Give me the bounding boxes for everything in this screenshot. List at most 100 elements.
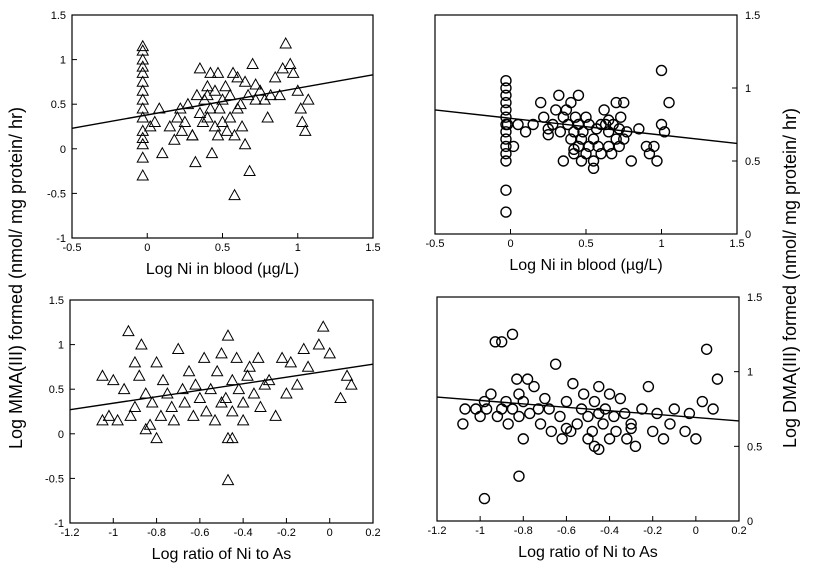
- data-point-circle: [572, 89, 585, 102]
- data-point-triangle: [167, 133, 181, 145]
- data-point-triangle: [135, 338, 148, 350]
- data-point-circle: [598, 104, 610, 116]
- data-point-triangle: [312, 338, 326, 350]
- data-point-circle: [513, 470, 525, 482]
- y-tick-label: 0.5: [745, 156, 760, 168]
- data-point-triangle: [225, 373, 239, 386]
- x-tick-label: 0.2: [731, 525, 746, 537]
- data-point-circle: [513, 410, 525, 423]
- data-point-triangle: [232, 382, 246, 395]
- data-point-circle: [535, 96, 547, 109]
- data-point-triangle: [261, 111, 274, 123]
- data-point-circle: [618, 96, 630, 109]
- x-tick-label: 1.5: [729, 238, 744, 250]
- data-point-circle: [610, 133, 622, 145]
- data-point-circle: [621, 126, 633, 138]
- y-tick-label: 0: [60, 144, 66, 156]
- x-tick-label: -0.6: [190, 527, 209, 539]
- data-point-circle: [512, 118, 524, 131]
- data-point-circle: [586, 425, 599, 438]
- data-point-triangle: [273, 88, 287, 101]
- data-point-circle: [500, 74, 512, 87]
- data-point-circle: [582, 410, 594, 423]
- data-point-circle: [664, 418, 676, 430]
- data-point-triangle: [254, 400, 267, 412]
- data-point-circle: [658, 126, 671, 138]
- data-point-triangle: [171, 342, 185, 354]
- data-point-triangle: [150, 355, 163, 368]
- data-point-triangle: [238, 137, 252, 150]
- data-point-triangle: [225, 404, 239, 417]
- x-tick-label: -1.2: [61, 527, 80, 539]
- data-point-circle: [707, 403, 719, 415]
- data-point-triangle: [117, 382, 131, 395]
- data-point-circle: [500, 96, 512, 109]
- data-point-triangle: [205, 146, 219, 159]
- data-point-triangle: [178, 115, 192, 127]
- x-axis-label: Log Ni in blood (µg/L): [509, 257, 662, 274]
- data-point-circle: [657, 433, 670, 445]
- data-point-triangle: [182, 364, 196, 377]
- y-tick-label: 0: [58, 429, 64, 441]
- data-point-triangle: [228, 128, 241, 141]
- data-point-circle: [580, 147, 592, 160]
- data-point-triangle: [204, 66, 217, 78]
- y-tick-label: 0.5: [49, 384, 64, 396]
- y-tick-label: 0: [747, 516, 753, 528]
- data-point-triangle: [235, 119, 249, 132]
- data-point-triangle: [241, 369, 254, 381]
- data-point-triangle: [291, 84, 305, 96]
- data-point-triangle: [193, 106, 207, 119]
- data-point-circle: [610, 96, 622, 109]
- data-point-circle: [690, 433, 702, 445]
- data-point-triangle: [236, 396, 250, 408]
- data-point-triangle: [210, 364, 224, 377]
- data-point-circle: [500, 104, 512, 116]
- data-point-triangle: [246, 57, 259, 69]
- data-point-circle: [568, 143, 580, 156]
- data-point-circle: [608, 410, 620, 423]
- data-point-circle: [511, 373, 523, 385]
- x-tick-label: 1: [658, 238, 664, 250]
- y-axis-label-right: Log DMA(III) formed (nmol/ mg protein/ h…: [780, 108, 800, 448]
- data-point-circle: [618, 133, 630, 145]
- data-point-circle: [519, 126, 532, 138]
- data-point-triangle: [106, 373, 120, 386]
- y-tick-label: 0.5: [51, 99, 66, 111]
- x-tick-label: -0.8: [147, 527, 166, 539]
- data-point-triangle: [345, 378, 358, 390]
- data-point-triangle: [226, 66, 240, 78]
- data-point-triangle: [275, 351, 289, 363]
- data-point-circle: [554, 126, 567, 138]
- data-point-circle: [603, 388, 616, 400]
- data-point-circle: [636, 403, 648, 415]
- y-tick-label: 1: [747, 367, 753, 379]
- x-tick-label: 0.5: [215, 242, 230, 254]
- data-point-triangle: [181, 97, 195, 110]
- data-point-triangle: [249, 78, 262, 90]
- y-axis-label-left: Log MMA(III) formed (nmol/ mg protein/ h…: [6, 107, 26, 449]
- data-point-circle: [528, 380, 540, 393]
- data-point-triangle: [150, 431, 163, 444]
- data-point-triangle: [280, 387, 293, 399]
- data-point-circle: [547, 118, 559, 131]
- x-tick-label: -0.5: [426, 238, 445, 250]
- data-point-triangle: [193, 61, 207, 74]
- data-point-triangle: [111, 413, 124, 426]
- y-tick-label: -0.5: [47, 188, 66, 200]
- data-point-triangle: [201, 111, 214, 123]
- data-point-triangle: [163, 119, 177, 132]
- data-point-circle: [613, 123, 625, 135]
- data-point-circle: [521, 373, 534, 385]
- data-point-triangle: [201, 88, 214, 101]
- y-tick-label: 0: [745, 229, 751, 241]
- data-point-triangle: [204, 102, 217, 114]
- y-tick-label: 1: [58, 340, 64, 352]
- data-point-circle: [651, 155, 663, 167]
- data-point-circle: [500, 82, 512, 94]
- data-point-circle: [459, 403, 471, 415]
- data-point-circle: [679, 425, 691, 438]
- data-point-triangle: [136, 169, 150, 181]
- data-point-circle: [560, 422, 573, 435]
